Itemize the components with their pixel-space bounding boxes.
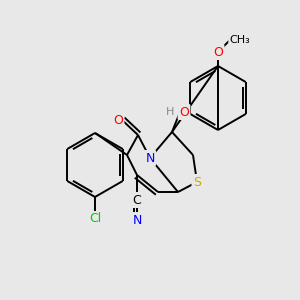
Text: C: C [133, 194, 141, 206]
Text: O: O [213, 46, 223, 59]
Text: S: S [193, 176, 201, 188]
Text: CH₃: CH₃ [230, 35, 250, 45]
Text: O: O [179, 106, 189, 118]
Text: O: O [113, 113, 123, 127]
Text: Cl: Cl [89, 212, 101, 226]
Text: H: H [166, 107, 174, 117]
Text: N: N [132, 214, 142, 226]
Text: N: N [145, 152, 155, 164]
